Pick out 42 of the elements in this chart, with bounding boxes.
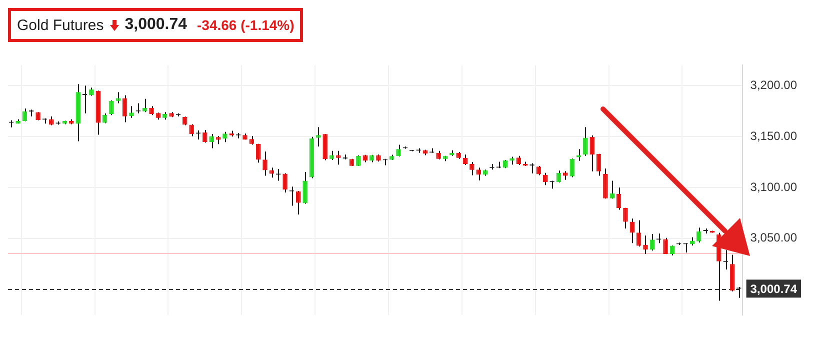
- candlestick: [122, 94, 128, 123]
- candlestick: [596, 153, 602, 176]
- candlestick: [536, 166, 542, 176]
- y-tick-label: 3,050.00: [750, 230, 798, 245]
- candlestick: [202, 129, 208, 144]
- candlestick: [696, 227, 702, 243]
- candlestick: [650, 234, 655, 252]
- candlestick: [583, 126, 588, 156]
- candlestick: [603, 168, 608, 200]
- y-tick-label: 3,100.00: [750, 180, 798, 194]
- candlestick: [222, 131, 228, 143]
- candlestick: [116, 92, 121, 104]
- candlestick: [142, 98, 148, 113]
- candlestick: [623, 207, 628, 230]
- text: 3,000.74: [124, 16, 187, 34]
- candlestick: [109, 100, 114, 116]
- text: -34.66 (-1.14%): [197, 17, 294, 33]
- candlestick: [189, 124, 194, 137]
- candlestick: [282, 172, 288, 194]
- candlestick: [643, 235, 648, 254]
- candlestick: [262, 150, 268, 176]
- candlestick: [322, 133, 328, 161]
- candlestick: [209, 133, 214, 149]
- y-tick-label: 3,200.00: [750, 78, 798, 92]
- candlestick: [82, 85, 88, 114]
- candlestick: [616, 186, 622, 210]
- y-tick-label: 3,150.00: [750, 128, 798, 143]
- candlestick: [610, 180, 614, 200]
- candlestick: [102, 112, 108, 124]
- candlestick: [516, 155, 522, 166]
- candlestick: [663, 237, 668, 255]
- candlestick: [570, 158, 574, 178]
- candlestick: [302, 171, 308, 204]
- candlestick: [470, 161, 474, 176]
- candlestick: [590, 134, 594, 172]
- ref-line-label: 3,000.74: [750, 282, 798, 296]
- candlestick: [269, 167, 274, 178]
- candlestick: [129, 106, 134, 118]
- candlestick: [296, 190, 301, 215]
- candlestick: [396, 144, 401, 157]
- candlestick: [476, 167, 481, 181]
- chart-title: Gold Futures: [17, 16, 104, 34]
